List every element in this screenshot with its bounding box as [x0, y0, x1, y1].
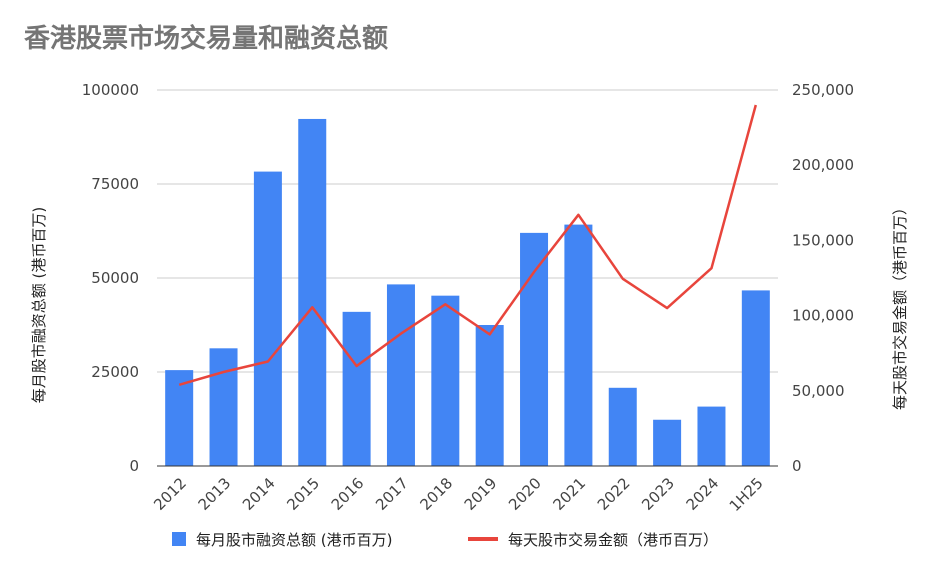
bar-2012	[165, 370, 194, 466]
bar-2014	[253, 171, 282, 467]
left-axis-title: 每月股市融资总额 (港币百万)	[30, 207, 48, 403]
legend-label-line: 每天股市交易金额（港币百万）	[508, 531, 718, 549]
bar-2020	[520, 232, 549, 466]
x-tick-label: 2016	[328, 474, 368, 514]
bar-series	[157, 118, 778, 467]
right-tick-label: 50,000	[792, 382, 845, 400]
legend-swatch-bar	[172, 532, 186, 546]
x-tick-label: 1H25	[726, 474, 767, 515]
bar-1H25	[741, 290, 770, 466]
right-tick-label: 150,000	[792, 231, 854, 249]
x-tick-label: 2020	[505, 474, 545, 514]
gridlines	[157, 89, 778, 467]
x-tick-label: 2012	[150, 474, 190, 514]
right-tick-label: 100,000	[792, 307, 854, 325]
bar-2013	[209, 348, 238, 466]
left-tick-label: 75000	[91, 175, 139, 193]
line-series	[178, 104, 758, 387]
left-tick-label: 25000	[91, 363, 139, 381]
bar-2015	[298, 118, 327, 467]
legend: 每月股市融资总额 (港币百万) 每天股市交易金额（港币百万）	[172, 531, 718, 549]
bar-2024	[697, 406, 726, 466]
x-tick-label: 2022	[594, 474, 634, 514]
line-daily-turnover	[178, 104, 758, 387]
x-tick-label: 2023	[638, 474, 678, 514]
bar-2017	[386, 284, 415, 466]
x-tick-label: 2019	[461, 474, 501, 514]
x-tick-label: 2018	[416, 474, 456, 514]
x-tick-label: 2021	[549, 474, 589, 514]
bar-2018	[431, 295, 460, 466]
right-tick-label: 250,000	[792, 81, 854, 99]
right-axis-ticks: 0 50,000 100,000 150,000 200,000 250,000	[792, 81, 854, 475]
right-axis-title: 每天股市交易金额（港币百万）	[891, 200, 909, 410]
x-axis-ticks: 2012 2013 2014 2015 2016 2017 2018 2019 2020 2021…	[150, 474, 766, 515]
x-tick-label: 2024	[683, 474, 723, 514]
chart-title: 香港股票市场交易量和融资总额	[24, 24, 389, 54]
bar-2023	[653, 419, 682, 466]
left-axis-ticks: 0 25000 50000 75000 100000	[82, 81, 139, 475]
legend-label-bar: 每月股市融资总额 (港币百万)	[196, 531, 392, 549]
left-tick-label: 100000	[82, 81, 139, 99]
bar-2022	[608, 387, 637, 466]
bar-2021	[564, 224, 593, 466]
x-tick-label: 2017	[372, 474, 412, 514]
x-tick-label: 2014	[239, 474, 279, 514]
bar-2019	[475, 325, 504, 466]
x-tick-label: 2015	[283, 474, 323, 514]
bar-2016	[342, 311, 371, 466]
right-tick-label: 200,000	[792, 156, 854, 174]
right-tick-label: 0	[792, 457, 802, 475]
left-tick-label: 50000	[91, 269, 139, 287]
x-tick-label: 2013	[195, 474, 235, 514]
left-tick-label: 0	[129, 457, 139, 475]
